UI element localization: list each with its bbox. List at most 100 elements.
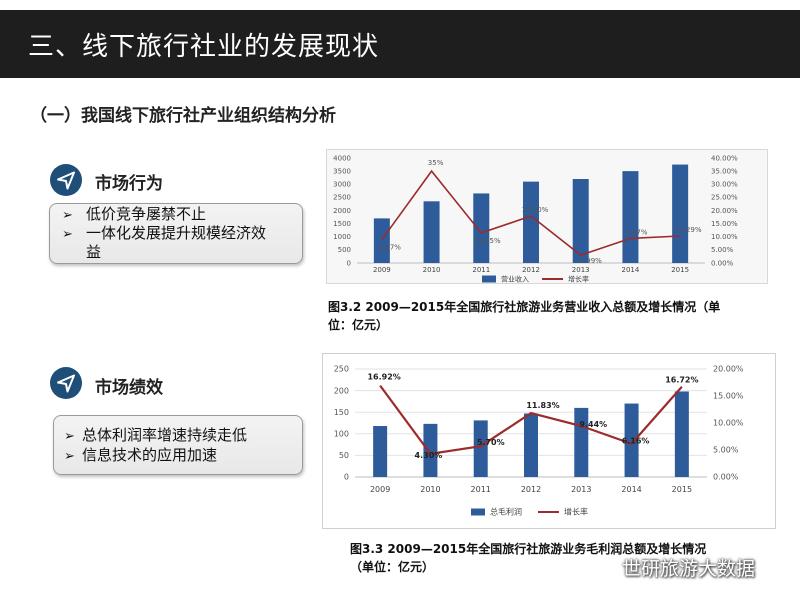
bullet-arrow-icon: ➢ [62,227,73,242]
bullet-text: 低价竞争屡禁不止 [86,205,207,223]
y-tick-label: 200 [334,386,349,395]
caption-line: （单位：亿元） [350,560,435,574]
y-tick-label: 3000 [333,181,351,189]
bar [672,164,689,263]
legend-label: 总毛利润 [490,507,522,517]
y2-tick-label: 10.00% [711,233,738,241]
x-tick-label: 2009 [373,266,391,274]
bullet-text: 益 [86,243,102,261]
bar [373,426,388,477]
y2-tick-label: 20.00% [713,365,744,374]
watermark-text: 世研旅游大数据 [622,558,756,580]
y-tick-label: 150 [334,408,349,417]
x-tick-label: 2012 [522,266,540,274]
bar [523,181,539,263]
navigation-arrow-icon [50,164,82,196]
y-tick-label: 100 [334,429,349,438]
bullet-item: ➢ 一体化发展提升规模经济效 [62,223,266,245]
y-tick-label: 0 [344,473,349,482]
y-tick-label: 0 [347,259,351,267]
bar [574,407,589,477]
bullet-item: ➢ 总体利润率增速持续走低 [64,425,247,447]
data-label: 35% [428,159,444,167]
bar [423,201,440,263]
y-tick-label: 1500 [333,220,351,228]
y2-tick-label: 10.00% [713,419,744,428]
y2-tick-label: 0.00% [713,473,739,482]
y2-tick-label: 30.00% [711,181,738,189]
bullet-arrow-icon: ➢ [64,429,75,444]
data-label: 5.70% [477,438,505,447]
slide-title: 三、线下旅行社业的发展现状 [28,32,380,62]
bar [572,179,589,263]
bullet-item: ➢ 信息技术的应用加速 [64,445,217,467]
bullet-text: 一体化发展提升规模经济效 [86,224,267,242]
y2-tick-label: 5.00% [711,246,734,254]
revenue-chart: 0 500 1000 1500 2000 2500 3000 3500 4000 0.00% 5.0… [333,154,738,283]
caption-line: 图3.3 2009—2015年全国旅行社旅游业务毛利润总额及增长情况 [350,542,707,556]
bar [473,420,488,477]
chart-2-caption: 图3.3 2009—2015年全国旅行社旅游业务毛利润总额及增长情况 （单位：亿… [350,540,706,576]
market-performance-heading: 市场绩效 [95,378,163,398]
bullet-item: 益 [86,242,101,262]
chart-1-caption: 图3.2 2009—2015年全国旅行社旅游业务营业收入总额及增长情况（单 位：… [328,298,720,334]
chat-bubble-icon [596,558,618,575]
data-label: 10.29% [675,226,702,234]
x-tick-label: 2015 [672,485,692,494]
bullet-text: 信息技术的应用加速 [82,446,218,464]
chart-1-frame: 0 500 1000 1500 2000 2500 3000 3500 4000 0.00% 5.0… [326,149,768,284]
growth-rate-line [379,384,683,455]
legend-bar-swatch [482,275,496,283]
bullet-arrow-icon: ➢ [62,208,73,223]
x-tick-label: 2010 [420,485,440,494]
bar [524,413,538,477]
y-tick-label: 2000 [333,207,351,215]
data-label: 8.87% [379,244,402,252]
data-label: 4.30% [415,451,443,460]
y-tick-label: 4000 [333,154,351,162]
bullet-item: ➢ 低价竞争屡禁不止 [62,204,206,226]
legend-label: 营业收入 [501,274,529,283]
legend-bar-swatch [471,508,485,516]
x-tick-label: 2013 [571,485,591,494]
y-tick-label: 500 [338,246,351,254]
legend-label: 增长率 [568,274,589,283]
legend-label: 增长率 [564,507,588,517]
data-label: 9.37% [625,228,648,236]
y2-tick-label: 20.00% [711,207,738,215]
caption-line: 位：亿元） [328,318,389,332]
bar [473,193,490,263]
market-behavior-heading: 市场行为 [95,174,163,194]
x-tick-label: 2009 [370,485,390,494]
bar [624,403,639,477]
market-performance-box: ➢ 总体利润率增速持续走低 ➢ 信息技术的应用加速 [53,415,303,475]
x-tick-label: 2011 [471,485,491,494]
x-tick-label: 2013 [572,266,590,274]
data-label: 6.16% [622,437,650,446]
y-tick-label: 3500 [333,167,351,175]
bar [622,171,639,263]
growth-rate-line [381,169,681,257]
bar [423,423,438,477]
y-tick-label: 1000 [333,233,351,241]
data-label: 2.99% [580,257,603,265]
x-tick-label: 2015 [671,266,689,274]
market-behavior-box: ➢ 低价竞争屡禁不止 ➢ 一体化发展提升规模经济效 益 [49,203,303,264]
data-label: 16.72% [665,376,698,385]
y2-tick-label: 15.00% [713,392,744,401]
bullet-arrow-icon: ➢ [64,449,75,464]
y-tick-label: 2500 [333,194,351,202]
y2-tick-label: 25.00% [711,194,738,202]
x-tick-label: 2014 [622,266,640,274]
x-tick-label: 2011 [472,266,490,274]
y-tick-label: 50 [339,451,349,460]
y2-tick-label: 0.00% [711,259,734,267]
data-label: 9.44% [579,420,607,429]
data-label: 11.45% [474,237,501,245]
x-tick-label: 2012 [521,485,541,494]
bar [373,218,390,263]
caption-line: 图3.2 2009—2015年全国旅行社旅游业务营业收入总额及增长情况（单 [328,300,721,314]
section-title: （一）我国线下旅行社产业组织结构分析 [30,106,336,126]
navigation-arrow-icon [50,367,82,399]
y2-tick-label: 40.00% [711,154,738,162]
